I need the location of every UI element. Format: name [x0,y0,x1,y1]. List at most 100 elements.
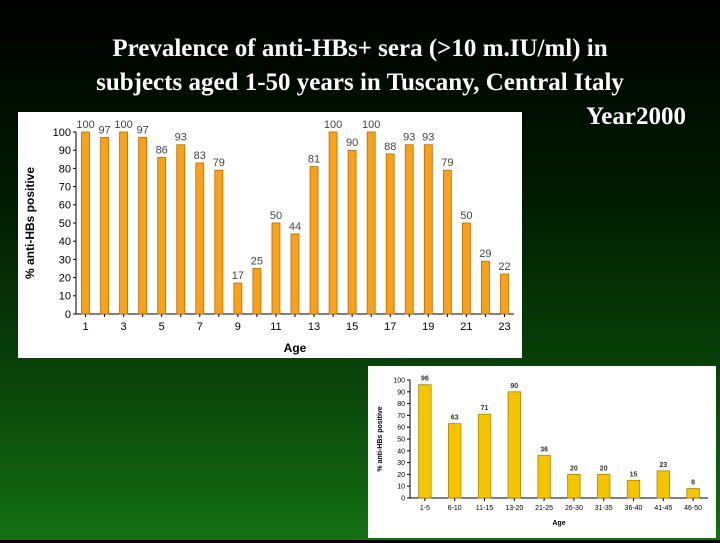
chart1-data-label: 88 [384,141,396,153]
chart2-y-axis-label: % anti-HBs positive [377,406,384,471]
chart1-data-label: 93 [422,132,434,144]
chart1-data-label: 44 [289,221,301,233]
chart1-data-label: 83 [194,150,206,162]
chart1-y-tick-label: 10 [59,291,71,303]
chart1-x-tick-label: 5 [159,321,165,333]
chart1-data-label: 93 [403,132,415,144]
chart2-y-tick-label: 60 [397,425,405,432]
chart2-data-label: 71 [481,405,489,412]
chart2-bar [418,384,432,499]
chart1-y-tick-label: 40 [59,236,71,248]
chart2-x-tick-label: 11-15 [476,505,493,512]
chart1-y-axis-label: % anti-HBs positive [23,167,37,279]
chart1-data-label: 22 [498,261,510,273]
chart1-data-label: 100 [76,119,94,131]
chart2-x-axis-label: Age [552,520,565,527]
chart1-data-label: 29 [479,248,491,260]
chart1-bar [461,222,471,315]
chart1-bar [176,144,186,315]
chart1-bar [157,157,167,315]
age-groups-bar-chart: 0 10 20 30 40 50 60 70 80 90 100 96 63 71 90 36 20 20 15 23… [368,366,716,538]
chart1-bar [100,137,109,315]
chart1-data-label: 86 [156,144,168,156]
chart2-bar [448,423,462,499]
chart1-bar [423,144,433,315]
chart1-data-label: 50 [270,210,282,222]
chart1-x-tick-label: 17 [384,321,396,333]
chart1-data-label: 81 [308,154,320,166]
chart1-x-tick-label: 9 [235,321,241,333]
chart2-x-tick-label: 26-30 [565,505,583,512]
chart1-x-tick-label: 7 [197,321,203,333]
chart2-data-label: 8 [691,480,695,487]
chart2-x-tick-label: 21-25 [535,505,553,512]
chart1-x-tick-label: 13 [308,321,320,333]
title-line-2: subjects aged 1-50 years in Tuscany, Cen… [96,69,624,96]
chart1-bar [195,162,205,315]
chart2-x-tick-label: 41-45 [654,505,672,512]
chart2-bar [686,488,700,499]
chart2-x-tick-label: 13-20 [505,505,523,512]
chart1-bar [481,260,490,315]
chart1-x-tick-label: 1 [82,321,88,333]
chart1-x-tick-label: 21 [460,321,472,333]
chart1-y-tick-label: 0 [65,309,71,321]
chart1-x-tick-label: 11 [270,321,281,333]
chart1-x-tick-label: 19 [422,321,434,333]
chart1-bar [347,149,357,315]
chart1-data-label: 25 [251,256,263,268]
chart2-data-label: 20 [600,465,608,472]
chart2-bar [477,413,492,499]
chart1-bar [366,131,376,315]
chart1-bar [252,268,262,315]
chart1-bar [328,131,338,315]
chart1-bar [119,131,129,315]
chart2-data-label: 23 [659,462,667,469]
chart1-bar [290,233,300,315]
title-line-3: Year2000 [586,103,686,130]
chart2-bar [597,474,611,499]
chart1-data-label: 100 [114,119,132,131]
chart2-y-tick-label: 100 [393,377,405,384]
chart2-data-label: 36 [540,447,548,454]
chart1-bar [385,153,395,315]
chart1-data-label: 90 [346,137,358,149]
chart1-y-tick-label: 20 [59,272,71,284]
chart2-x-tick-label: 31-35 [595,505,613,512]
chart1-x-tick-label: 15 [346,321,358,333]
chart2-y-tick-label: 50 [397,436,405,443]
chart1-data-label: 100 [362,119,380,131]
chart1-data-label: 93 [175,132,187,144]
chart1-bar [442,169,452,315]
chart1-data-label: 79 [213,157,225,169]
chart1-bar [271,222,281,315]
chart2-y-tick-label: 0 [401,495,405,502]
chart1-bar [404,144,414,315]
chart2-x-tick-label: 46-50 [684,505,702,512]
chart2-y-tick-label: 40 [397,448,405,455]
chart2-data-label: 90 [510,383,518,390]
chart2-x-tick-label: 6-10 [448,505,462,512]
chart2-x-tick-label: 36-40 [625,505,643,512]
chart1-x-axis-label: Age [284,341,307,355]
chart1-bar [81,131,90,315]
slide-title: Prevalence of anti-HBs+ sera (>10 m.IU/m… [0,32,720,134]
chart2-x-tick-label: 1-5 [420,505,430,512]
chart1-y-tick-label: 100 [53,127,71,139]
chart2-y-tick-label: 90 [397,389,405,396]
chart1-y-tick-label: 50 [59,218,71,230]
chart1-x-tick-label: 3 [121,321,127,333]
chart2-bar [537,455,551,499]
chart1-data-label: 100 [324,119,342,131]
chart2-data-label: 20 [570,465,578,472]
chart2-bar [626,479,641,499]
chart1-y-tick-label: 30 [59,254,71,266]
chart1-bar [214,169,224,315]
chart1-data-label: 97 [137,124,149,136]
chart1-data-label: 79 [441,157,453,169]
chart2-y-tick-label: 20 [397,472,405,479]
age-1-23-bar-chart: 0 10 20 30 40 50 60 70 80 90 100 100 97 100 97 86 93 83 79… [18,112,522,358]
chart1-y-tick-label: 70 [59,181,71,193]
chart1-x-tick-label: 23 [498,321,510,333]
